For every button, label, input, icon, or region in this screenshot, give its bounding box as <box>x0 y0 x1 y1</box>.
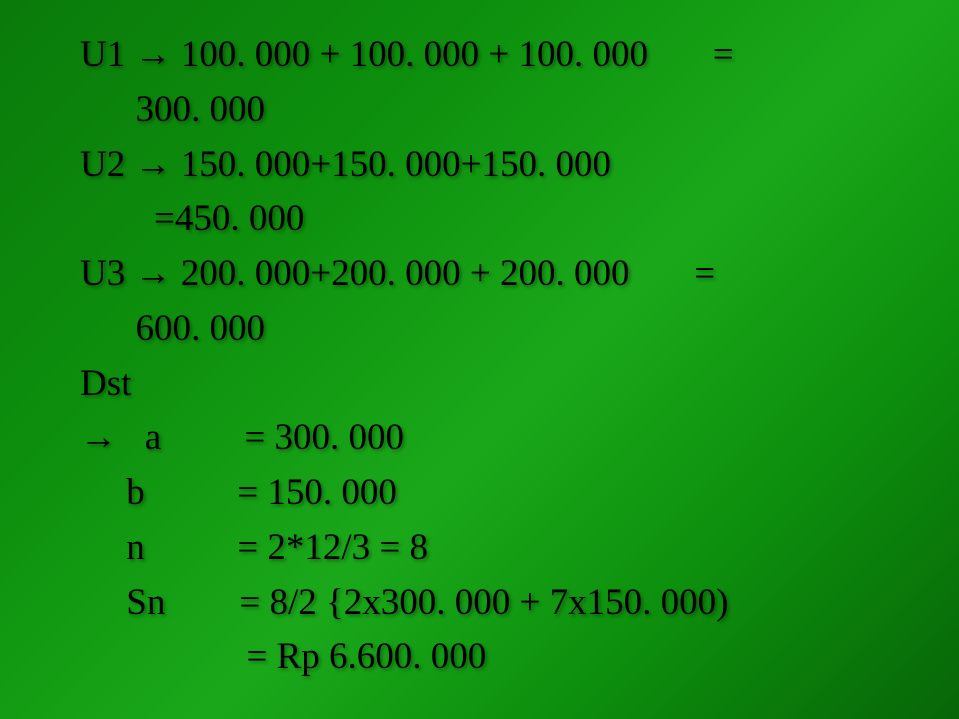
line-dst: Dst <box>80 357 959 412</box>
line-u2-expr: U2 → 150. 000+150. 000+150. 000 <box>80 138 959 193</box>
line-u1-result: 300. 000 <box>80 83 959 138</box>
line-a: → a = 300. 000 <box>80 411 959 466</box>
line-u2-result: =450. 000 <box>80 192 959 247</box>
line-b: b = 150. 000 <box>80 466 959 521</box>
line-sn-result: = Rp 6.600. 000 <box>80 630 959 685</box>
line-n: n = 2*12/3 = 8 <box>80 521 959 576</box>
line-u3-expr: U3 → 200. 000+200. 000 + 200. 000 = <box>80 247 959 302</box>
line-u1-expr: U1 → 100. 000 + 100. 000 + 100. 000 = <box>80 28 959 83</box>
line-u3-result: 600. 000 <box>80 302 959 357</box>
slide-content: U1 → 100. 000 + 100. 000 + 100. 000 = 30… <box>0 0 959 685</box>
line-sn-expr: Sn = 8/2 {2x300. 000 + 7x150. 000) <box>80 576 959 631</box>
